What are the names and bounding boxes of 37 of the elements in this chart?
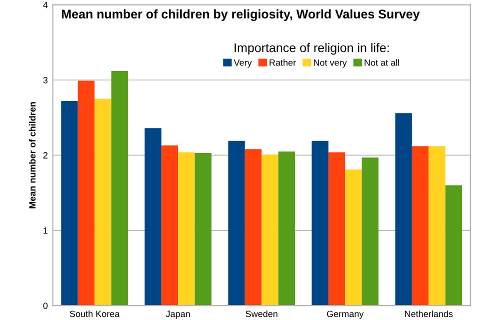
bar [194,152,212,306]
legend-label: Not very [314,60,347,68]
bar [312,140,328,306]
bar [328,152,346,306]
y-tick-label: 2 [43,152,48,158]
legend-label: Very [234,60,252,68]
chart-title: Mean number of children by religiosity, World Values Survey [62,9,420,22]
x-tick-label: Netherlands [405,310,453,318]
bar [61,101,78,306]
x-tick-label: South Korea [70,310,120,318]
y-tick-label: 1 [44,227,48,234]
legend-label: Not at all [364,59,399,66]
bar [412,146,429,306]
x-tick-label: Sweden [246,310,278,318]
bar [94,98,112,306]
bar [395,113,412,306]
bar [228,140,245,306]
y-tick-label: 3 [43,76,48,84]
bar [278,151,296,306]
bar [111,70,128,306]
bar [345,169,362,306]
bar [262,154,278,306]
y-tick-label: 4 [43,2,48,8]
bar [78,80,95,306]
y-axis-title: Mean number of children [28,102,36,208]
bar [428,146,446,306]
bar [161,145,178,306]
legend-title: Importance of religion in life: [234,43,389,55]
bar [144,128,162,306]
bar [362,157,379,306]
bar [445,185,462,306]
y-tick-label: 0 [43,302,48,309]
legend-label: Rather [270,59,296,66]
bar [244,149,262,306]
bar [178,152,195,306]
x-tick-label: Japan [166,310,190,319]
x-tick-label: Germany [327,310,364,319]
